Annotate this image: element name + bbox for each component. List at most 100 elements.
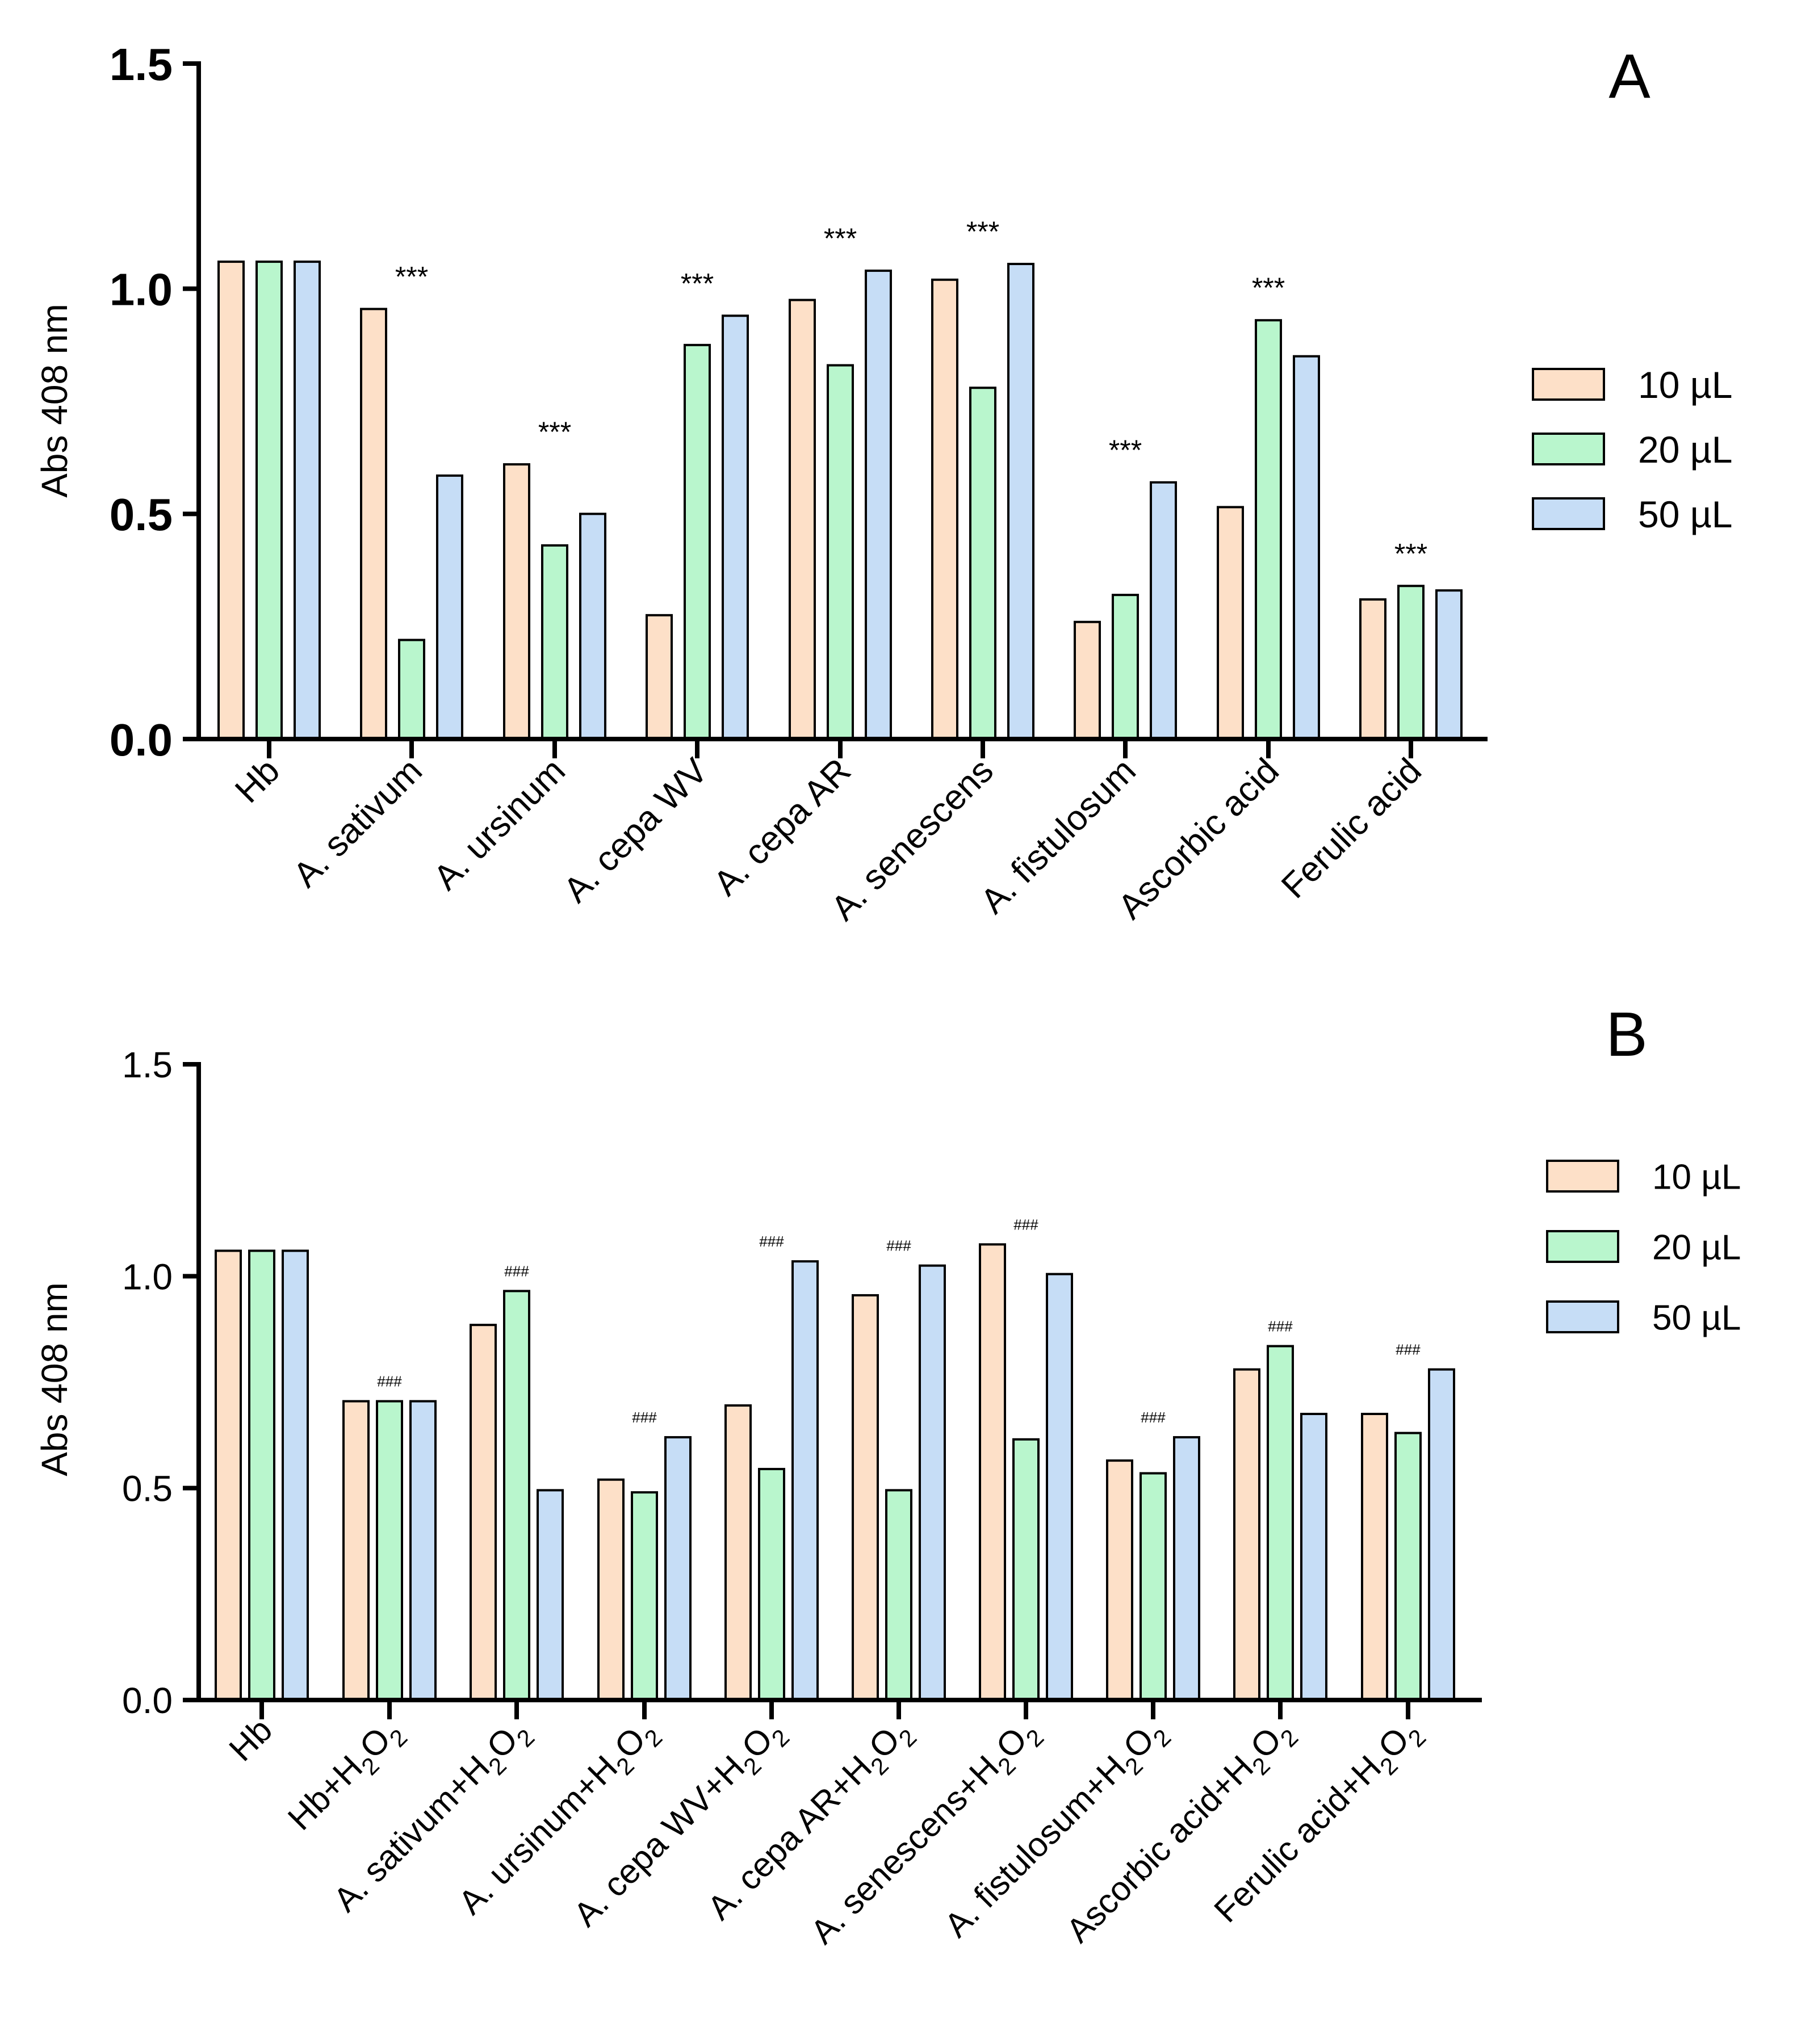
a-bar-3-1 bbox=[684, 343, 711, 740]
a-y-tick-label-3: 1.5 bbox=[110, 39, 173, 90]
b-bar-7-0 bbox=[1106, 1459, 1133, 1701]
b-bar-0-0 bbox=[215, 1249, 242, 1702]
b-bar-4-0 bbox=[724, 1404, 752, 1701]
a-category-label-8: Ferulic acid bbox=[1274, 751, 1429, 906]
a-annotation-3: *** bbox=[681, 267, 714, 299]
b-legend-label-0: 10 µL bbox=[1652, 1157, 1741, 1197]
a-legend-swatch-1 bbox=[1532, 433, 1605, 465]
b-annotation-9: ### bbox=[1396, 1341, 1421, 1358]
b-bar-3-2 bbox=[664, 1436, 692, 1701]
panel-a: A Abs 408 nm 0.0 0.5 1.0 1.5 HbA. sativum ***… bbox=[34, 39, 1732, 928]
b-bar-6-0 bbox=[979, 1243, 1006, 1701]
b-category-label-7: A. fistulosum+H2O2 bbox=[937, 1711, 1176, 1950]
a-bar-6-2 bbox=[1150, 481, 1177, 740]
b-category-label-0: Hb bbox=[222, 1711, 280, 1769]
b-bar-1-0 bbox=[342, 1400, 370, 1702]
panel-b-ylabel: Abs 408 nm bbox=[34, 1282, 75, 1476]
b-y-tick-label-1: 0.5 bbox=[122, 1468, 173, 1509]
b-bar-2-1 bbox=[503, 1290, 530, 1701]
a-bar-8-0 bbox=[1359, 598, 1386, 740]
a-y-tick-label-0: 0.0 bbox=[110, 715, 173, 765]
a-legend-label-1: 20 µL bbox=[1638, 429, 1732, 471]
b-category-label-9: Ferulic acid+H2O2 bbox=[1206, 1711, 1431, 1935]
b-legend-swatch-1 bbox=[1546, 1230, 1619, 1263]
a-bar-6-1 bbox=[1112, 594, 1139, 740]
b-bar-7-2 bbox=[1173, 1436, 1200, 1701]
a-category-label-1: A. sativum bbox=[286, 751, 429, 895]
b-bar-1-1 bbox=[376, 1400, 403, 1702]
b-bar-5-0 bbox=[852, 1294, 879, 1701]
b-bar-7-1 bbox=[1140, 1472, 1167, 1702]
a-bar-2-2 bbox=[579, 513, 606, 740]
b-annotation-3: ### bbox=[632, 1409, 657, 1426]
a-bar-0-2 bbox=[294, 261, 321, 741]
a-bar-7-1 bbox=[1255, 319, 1282, 740]
b-bar-1-2 bbox=[409, 1400, 437, 1702]
panel-a-label: A bbox=[1608, 41, 1650, 111]
b-bar-5-2 bbox=[919, 1264, 946, 1702]
a-category-label-0: Hb bbox=[228, 751, 287, 811]
a-legend-label-0: 10 µL bbox=[1638, 364, 1732, 406]
a-category-label-2: A. ursinum bbox=[426, 751, 573, 897]
b-bar-4-2 bbox=[791, 1260, 819, 1701]
a-bar-4-1 bbox=[827, 364, 854, 740]
b-annotation-7: ### bbox=[1141, 1409, 1166, 1426]
b-bar-5-1 bbox=[885, 1489, 912, 1701]
a-bar-7-2 bbox=[1293, 355, 1320, 740]
a-legend-swatch-2 bbox=[1532, 497, 1605, 530]
a-annotation-2: *** bbox=[538, 416, 571, 448]
b-bar-9-1 bbox=[1394, 1432, 1422, 1702]
a-bar-5-0 bbox=[931, 278, 958, 740]
b-bar-9-0 bbox=[1361, 1413, 1388, 1701]
b-bar-8-0 bbox=[1233, 1368, 1260, 1702]
a-bar-5-2 bbox=[1007, 263, 1034, 740]
a-bar-8-2 bbox=[1435, 589, 1463, 740]
a-category-label-3: A. cepa WV bbox=[556, 751, 716, 910]
b-annotation-4: ### bbox=[759, 1233, 784, 1250]
b-category-label-1: Hb+H2O2 bbox=[280, 1711, 412, 1842]
b-annotation-6: ### bbox=[1013, 1216, 1038, 1233]
a-bar-8-1 bbox=[1397, 585, 1425, 741]
b-y-tick-label-0: 0.0 bbox=[122, 1680, 173, 1721]
a-category-label-4: A. cepa AR bbox=[706, 751, 858, 903]
a-annotation-7: *** bbox=[1252, 272, 1285, 304]
b-bar-3-0 bbox=[597, 1478, 625, 1702]
a-bar-1-2 bbox=[436, 474, 463, 741]
a-bar-6-0 bbox=[1074, 620, 1101, 740]
b-category-label-4: A. cepa WV+H2O2 bbox=[566, 1711, 794, 1939]
b-y-tick-label-2: 1.0 bbox=[122, 1256, 173, 1297]
a-annotation-8: *** bbox=[1394, 538, 1427, 569]
a-bar-1-0 bbox=[360, 308, 387, 740]
b-bar-2-0 bbox=[470, 1324, 497, 1701]
b-bar-8-2 bbox=[1300, 1413, 1327, 1701]
a-annotation-5: *** bbox=[966, 216, 999, 247]
a-bar-4-2 bbox=[865, 269, 892, 740]
a-bar-1-1 bbox=[398, 639, 425, 741]
b-category-label-5: A. cepa AR+H2O2 bbox=[700, 1711, 921, 1932]
a-bar-2-1 bbox=[541, 544, 568, 740]
b-annotation-1: ### bbox=[377, 1373, 402, 1390]
a-legend-label-2: 50 µL bbox=[1638, 493, 1732, 535]
b-legend-label-2: 50 µL bbox=[1652, 1298, 1741, 1337]
a-bar-4-0 bbox=[789, 299, 816, 740]
a-y-tick-label-2: 1.0 bbox=[110, 264, 173, 314]
b-annotation-8: ### bbox=[1268, 1318, 1293, 1335]
b-bar-6-2 bbox=[1046, 1273, 1073, 1702]
b-bar-3-1 bbox=[631, 1491, 658, 1701]
b-category-label-8: Ascorbic acid+H2O2 bbox=[1059, 1711, 1303, 1955]
b-y-tick-label-3: 1.5 bbox=[122, 1044, 173, 1085]
a-bar-7-0 bbox=[1217, 506, 1244, 741]
b-bar-9-2 bbox=[1428, 1368, 1455, 1702]
b-bar-4-1 bbox=[758, 1468, 785, 1701]
a-legend-swatch-0 bbox=[1532, 368, 1605, 401]
panel-b-label: B bbox=[1606, 1000, 1647, 1069]
b-legend-swatch-0 bbox=[1546, 1160, 1619, 1193]
a-annotation-4: *** bbox=[824, 223, 857, 254]
a-bar-3-0 bbox=[646, 614, 673, 741]
a-bar-5-1 bbox=[969, 387, 996, 740]
b-legend-label-1: 20 µL bbox=[1652, 1228, 1741, 1267]
a-annotation-6: *** bbox=[1109, 434, 1142, 466]
b-bar-8-1 bbox=[1267, 1345, 1294, 1702]
b-bar-0-1 bbox=[248, 1249, 275, 1702]
